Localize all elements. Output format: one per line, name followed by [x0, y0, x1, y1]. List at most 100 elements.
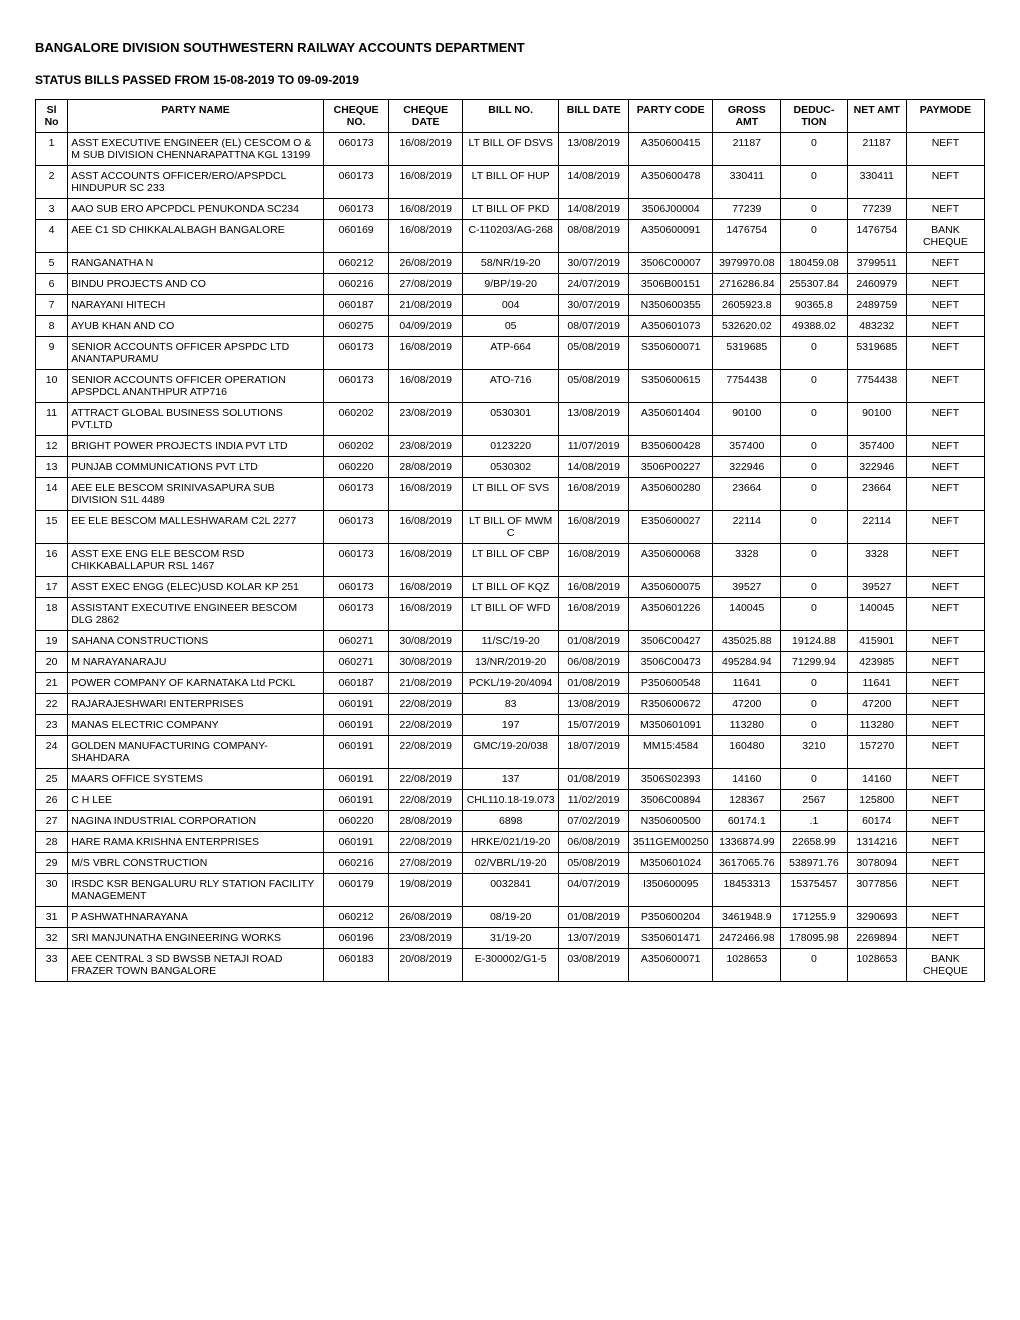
- table-cell: 28: [36, 832, 68, 853]
- table-cell: B350600428: [628, 436, 713, 457]
- table-cell: LT BILL OF DSVS: [462, 133, 559, 166]
- table-cell: 3290693: [847, 907, 906, 928]
- table-cell: 495284.94: [713, 652, 781, 673]
- table-cell: 22/08/2019: [389, 769, 463, 790]
- table-cell: 2605923.8: [713, 295, 781, 316]
- table-cell: 7754438: [713, 370, 781, 403]
- table-cell: 21187: [847, 133, 906, 166]
- table-cell: SRI MANJUNATHA ENGINEERING WORKS: [68, 928, 324, 949]
- table-row: 9SENIOR ACCOUNTS OFFICER APSPDC LTD ANAN…: [36, 337, 985, 370]
- table-cell: NEFT: [906, 694, 984, 715]
- table-cell: 060212: [323, 253, 389, 274]
- table-cell: 9: [36, 337, 68, 370]
- table-row: 11ATTRACT GLOBAL BUSINESS SOLUTIONS PVT.…: [36, 403, 985, 436]
- table-cell: 20: [36, 652, 68, 673]
- table-cell: MAARS OFFICE SYSTEMS: [68, 769, 324, 790]
- table-cell: 3078094: [847, 853, 906, 874]
- table-cell: E-300002/G1-5: [462, 949, 559, 982]
- table-cell: 05: [462, 316, 559, 337]
- table-cell: 060173: [323, 598, 389, 631]
- table-cell: LT BILL OF WFD: [462, 598, 559, 631]
- table-cell: NEFT: [906, 436, 984, 457]
- table-cell: 113280: [847, 715, 906, 736]
- table-cell: E350600027: [628, 511, 713, 544]
- table-cell: 16/08/2019: [389, 478, 463, 511]
- table-cell: 0: [781, 478, 848, 511]
- table-row: 20M NARAYANARAJU06027130/08/201913/NR/20…: [36, 652, 985, 673]
- table-cell: 6: [36, 274, 68, 295]
- table-cell: 5: [36, 253, 68, 274]
- table-cell: 357400: [847, 436, 906, 457]
- table-cell: 07/02/2019: [559, 811, 629, 832]
- table-cell: C H LEE: [68, 790, 324, 811]
- table-cell: 39527: [713, 577, 781, 598]
- table-cell: NEFT: [906, 295, 984, 316]
- table-cell: 16/08/2019: [559, 511, 629, 544]
- page-title: BANGALORE DIVISION SOUTHWESTERN RAILWAY …: [35, 40, 985, 55]
- table-cell: 19/08/2019: [389, 874, 463, 907]
- table-cell: 60174.1: [713, 811, 781, 832]
- table-cell: M/S VBRL CONSTRUCTION: [68, 853, 324, 874]
- table-cell: M350601024: [628, 853, 713, 874]
- table-cell: AYUB KHAN AND CO: [68, 316, 324, 337]
- table-cell: 0530302: [462, 457, 559, 478]
- table-cell: 14160: [713, 769, 781, 790]
- table-cell: LT BILL OF HUP: [462, 166, 559, 199]
- table-cell: 16/08/2019: [559, 478, 629, 511]
- table-cell: 060173: [323, 511, 389, 544]
- table-cell: SENIOR ACCOUNTS OFFICER APSPDC LTD ANANT…: [68, 337, 324, 370]
- table-cell: AEE ELE BESCOM SRINIVASAPURA SUB DIVISIO…: [68, 478, 324, 511]
- table-cell: 14/08/2019: [559, 199, 629, 220]
- table-cell: 532620.02: [713, 316, 781, 337]
- table-cell: A350600478: [628, 166, 713, 199]
- table-cell: 06/08/2019: [559, 652, 629, 673]
- table-cell: HRKE/021/19-20: [462, 832, 559, 853]
- table-cell: 13/08/2019: [559, 403, 629, 436]
- page-subtitle: STATUS BILLS PASSED FROM 15-08-2019 TO 0…: [35, 73, 985, 87]
- table-row: 4AEE C1 SD CHIKKALALBAGH BANGALORE060169…: [36, 220, 985, 253]
- table-cell: 2567: [781, 790, 848, 811]
- table-cell: 197: [462, 715, 559, 736]
- table-cell: HARE RAMA KRISHNA ENTERPRISES: [68, 832, 324, 853]
- table-cell: EE ELE BESCOM MALLESHWARAM C2L 2277: [68, 511, 324, 544]
- table-cell: 23: [36, 715, 68, 736]
- table-cell: 2460979: [847, 274, 906, 295]
- col-grossamt: GROSS AMT: [713, 100, 781, 133]
- table-cell: S350600071: [628, 337, 713, 370]
- table-cell: NAGINA INDUSTRIAL CORPORATION: [68, 811, 324, 832]
- table-cell: 21/08/2019: [389, 673, 463, 694]
- table-cell: 16/08/2019: [559, 598, 629, 631]
- table-cell: 16/08/2019: [389, 166, 463, 199]
- table-cell: 17: [36, 577, 68, 598]
- table-cell: 08/08/2019: [559, 220, 629, 253]
- table-cell: 3506C00007: [628, 253, 713, 274]
- table-cell: 0: [781, 436, 848, 457]
- table-cell: 1028653: [713, 949, 781, 982]
- table-cell: 140045: [847, 598, 906, 631]
- table-cell: 060191: [323, 790, 389, 811]
- table-cell: 0: [781, 673, 848, 694]
- table-cell: 23/08/2019: [389, 436, 463, 457]
- table-cell: 05/08/2019: [559, 853, 629, 874]
- table-cell: 255307.84: [781, 274, 848, 295]
- table-cell: 0: [781, 694, 848, 715]
- table-cell: 27: [36, 811, 68, 832]
- table-cell: 26/08/2019: [389, 907, 463, 928]
- table-cell: 3506J00004: [628, 199, 713, 220]
- table-cell: 21/08/2019: [389, 295, 463, 316]
- table-cell: 31: [36, 907, 68, 928]
- table-cell: NEFT: [906, 253, 984, 274]
- table-cell: 060196: [323, 928, 389, 949]
- table-cell: 21: [36, 673, 68, 694]
- table-cell: 0: [781, 199, 848, 220]
- table-cell: CHL110.18-19.073: [462, 790, 559, 811]
- table-cell: 3799511: [847, 253, 906, 274]
- table-cell: BANK CHEQUE: [906, 220, 984, 253]
- table-cell: 39527: [847, 577, 906, 598]
- table-cell: NEFT: [906, 598, 984, 631]
- table-cell: A350600091: [628, 220, 713, 253]
- table-cell: 49388.02: [781, 316, 848, 337]
- table-cell: 1314216: [847, 832, 906, 853]
- table-cell: NEFT: [906, 673, 984, 694]
- table-cell: M350601091: [628, 715, 713, 736]
